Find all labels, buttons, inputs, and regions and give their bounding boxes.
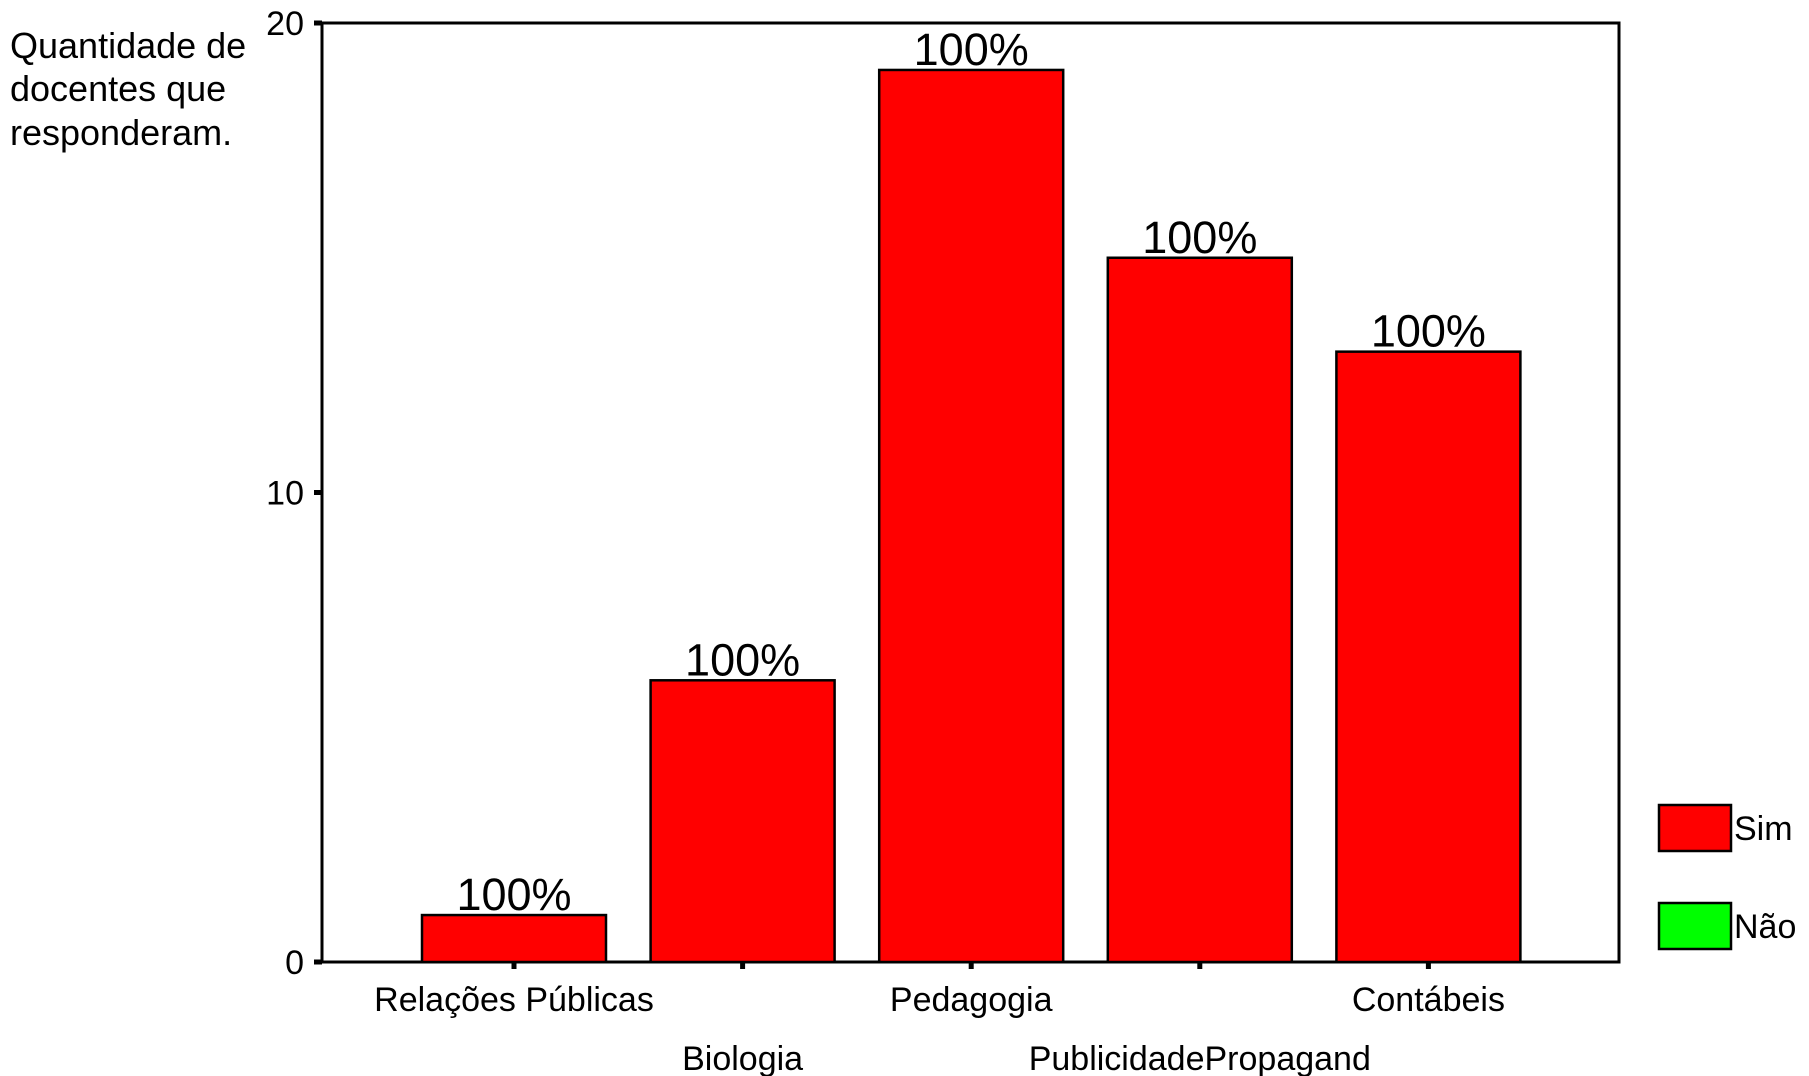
x-tick-label: Contábeis [1352, 981, 1505, 1019]
y-axis: 0 10 20 [266, 5, 322, 982]
x-tick-label: PublicidadePropagand [1029, 1040, 1371, 1076]
legend-label-1: Sim [1734, 810, 1793, 848]
legend-swatch-1 [1657, 803, 1733, 853]
y-tick-label: 0 [285, 944, 304, 982]
data-labels-group: 100% 100% 100% 100% 100% [456, 24, 1485, 920]
y-axis-title-line-2: docentes que [10, 68, 226, 109]
data-label-1: 100% [456, 869, 571, 920]
y-axis-title-line-3: responderam. [10, 112, 232, 153]
y-tick-label: 20 [266, 5, 304, 43]
data-label-4: 100% [1142, 212, 1257, 263]
x-tick-label: Pedagogia [890, 981, 1053, 1019]
y-tick-label: 10 [266, 475, 304, 513]
data-label-5: 100% [1371, 306, 1486, 357]
bars-group [420, 68, 1522, 964]
bar-1 [420, 913, 608, 964]
legend-swatch-2 [1657, 901, 1733, 951]
x-tick-label: Relações Públicas [374, 981, 654, 1019]
legend: Sim Não [1657, 803, 1796, 951]
legend-label-2: Não [1734, 908, 1796, 946]
bar-3 [877, 68, 1065, 964]
data-label-3: 100% [914, 24, 1029, 75]
data-label-2: 100% [685, 634, 800, 685]
y-axis-title-line-1: Quantidade de [10, 25, 246, 66]
x-axis: Relações Públicas Biologia Pedagogia Public… [374, 962, 1505, 1076]
bar-5 [1335, 350, 1522, 964]
bar-2 [649, 679, 836, 964]
bar-4 [1106, 256, 1294, 964]
y-axis-title: Quantidade de docentes que responderam. [10, 25, 246, 153]
x-tick-label: Biologia [682, 1040, 803, 1076]
